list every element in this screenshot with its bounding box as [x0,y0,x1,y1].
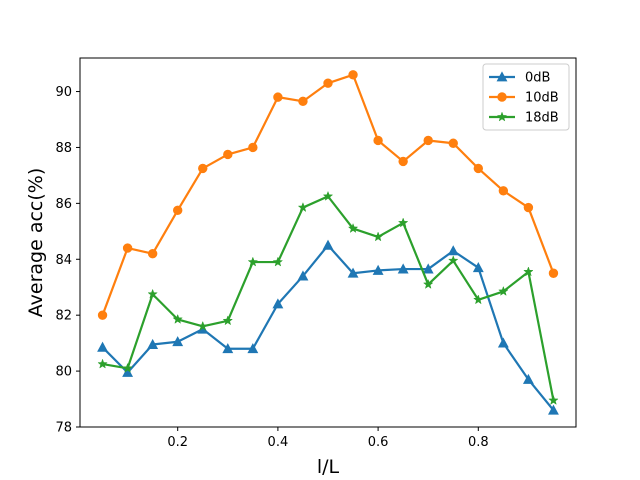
data-point-18dB [372,231,384,242]
y-axis: 78 80 82 84 86 88 90 [55,85,80,436]
data-point-10dB [323,78,333,88]
data-point-10dB [223,149,233,160]
plot-marks [97,70,559,415]
plot-frame [79,57,577,428]
series-line-18dB [102,195,555,401]
data-point-0dB [122,366,134,377]
data-point-10dB [122,243,133,253]
series-0dB [97,239,559,415]
y-tick-label: 84 [55,253,72,268]
data-point-10dB [398,156,408,167]
data-point-0dB [147,338,159,349]
series-10dB [97,70,559,320]
legend-label: 0dB [525,71,550,86]
data-point-10dB [198,163,208,174]
y-tick-label: 86 [55,197,72,212]
data-point-10dB [348,70,358,80]
legend-item-10dB: 10dB [489,91,559,106]
data-point-18dB [247,256,259,267]
series-18dB [97,190,559,405]
x-axis: 0.2 0.4 0.6 0.8 [167,427,489,450]
data-point-10dB [172,205,183,216]
data-point-10dB [523,202,534,213]
data-point-18dB [347,223,359,233]
data-point-18dB [473,294,484,305]
data-point-18dB [397,217,409,228]
data-point-0dB [372,264,384,275]
data-point-18dB [448,255,459,266]
y-tick-label: 80 [55,365,72,380]
series-line-0dB [101,244,555,411]
legend-label: 10dB [525,91,559,106]
data-point-18dB [197,320,208,331]
data-point-0dB [472,262,484,273]
x-tick-label: 0.8 [468,435,489,450]
data-point-0dB [522,373,534,384]
x-tick-label: 0.6 [368,435,389,450]
legend-marker [497,92,507,102]
data-point-18dB [297,202,309,213]
data-point-10dB [248,142,258,153]
data-point-18dB [322,190,334,201]
data-point-10dB [147,248,158,259]
data-point-0dB [247,343,259,354]
data-point-10dB [97,310,108,320]
data-point-0dB [548,404,559,415]
data-point-0dB [97,341,108,352]
data-point-10dB [373,135,383,146]
data-point-0dB [397,263,409,274]
data-point-0dB [297,270,309,281]
data-point-0dB [222,343,234,354]
data-point-18dB [272,256,284,267]
data-point-10dB [423,135,433,146]
data-point-0dB [172,336,184,347]
data-point-18dB [422,278,434,289]
data-point-18dB [172,313,183,324]
data-point-10dB [498,186,509,196]
x-axis-label: l/L [317,456,340,478]
y-tick-label: 90 [55,85,72,100]
data-point-0dB [447,245,459,256]
data-point-18dB [498,285,509,296]
x-tick-label: 0.4 [268,435,289,450]
y-tick-label: 82 [55,309,72,324]
data-point-18dB [222,315,234,326]
data-point-10dB [273,92,283,102]
y-tick-label: 88 [55,141,72,156]
legend-item-18dB: 18dB [489,111,559,126]
legend-marker [496,111,508,122]
legend-item-0dB: 0dB [489,71,550,86]
y-tick-label: 78 [55,421,72,436]
data-point-18dB [97,358,108,369]
data-point-10dB [473,163,484,174]
data-point-0dB [272,298,284,309]
data-point-18dB [548,394,559,405]
data-point-18dB [523,266,534,277]
data-point-18dB [147,288,158,299]
data-point-10dB [548,268,559,278]
x-tick-label: 0.2 [167,435,188,450]
data-point-18dB [122,362,133,373]
data-point-10dB [448,138,458,148]
data-point-0dB [497,337,509,348]
data-point-0dB [347,267,359,278]
legend-label: 18dB [525,111,559,126]
legend: 0dB 10dB 18dB [482,63,570,131]
data-point-0dB [422,263,434,274]
legend-marker [496,71,508,82]
y-axis-label: Average acc(%) [25,168,47,317]
data-point-10dB [298,96,308,107]
data-point-0dB [322,239,334,250]
